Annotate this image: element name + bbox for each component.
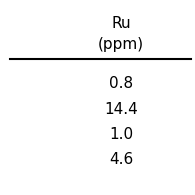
Text: (ppm): (ppm) bbox=[98, 37, 144, 52]
Text: 14.4: 14.4 bbox=[104, 102, 138, 117]
Text: 4.6: 4.6 bbox=[109, 152, 133, 167]
Text: 0.8: 0.8 bbox=[109, 76, 133, 91]
Text: 1.0: 1.0 bbox=[109, 127, 133, 142]
Text: Ru: Ru bbox=[111, 16, 131, 31]
